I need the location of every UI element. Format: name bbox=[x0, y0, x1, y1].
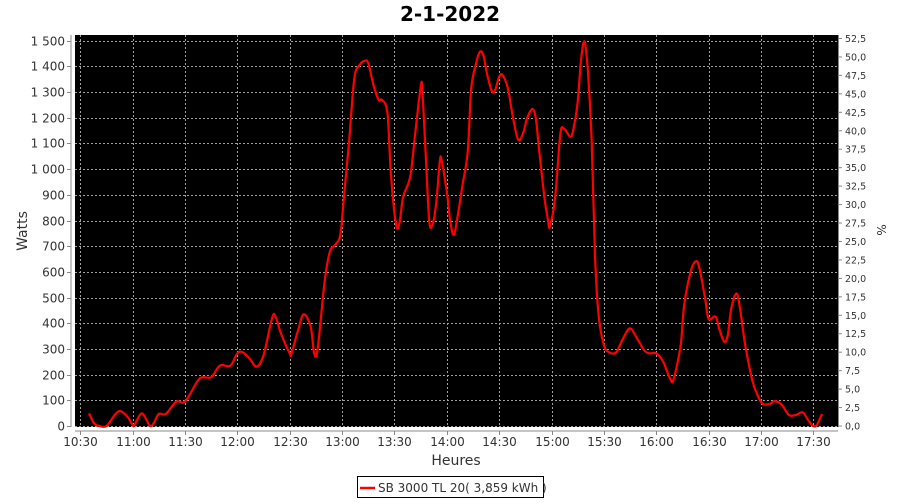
x-tick-label: 13:00 bbox=[325, 435, 360, 449]
y2-tick-label: 17,5 bbox=[845, 292, 866, 303]
legend-box bbox=[357, 476, 544, 498]
y-tick-label: 1 500 bbox=[31, 35, 65, 49]
y2-axis-label: % bbox=[874, 224, 888, 235]
y-tick-label: 1 300 bbox=[31, 86, 65, 100]
y-tick-label: 300 bbox=[42, 343, 65, 357]
y2-tick-label: 22,5 bbox=[845, 255, 866, 266]
x-tick-label: 11:00 bbox=[116, 435, 151, 449]
y-tick-label: 100 bbox=[42, 394, 65, 408]
chart-title: 2-1-2022 bbox=[400, 2, 500, 26]
y2-tick-label: 32,5 bbox=[845, 182, 866, 193]
legend-label: SB 3000 TL 20( 3,859 kWh ) bbox=[378, 481, 547, 495]
y-tick-label: 1 200 bbox=[31, 112, 65, 126]
y2-tick-label: 45,0 bbox=[845, 89, 866, 100]
y2-tick-label: 27,5 bbox=[845, 219, 866, 230]
y-tick-label: 500 bbox=[42, 292, 65, 306]
y2-tick-label: 52,5 bbox=[845, 34, 866, 45]
plot-area bbox=[75, 35, 838, 427]
x-tick-label: 10:30 bbox=[63, 435, 98, 449]
x-tick-label: 12:30 bbox=[273, 435, 308, 449]
y-tick-label: 800 bbox=[42, 215, 65, 229]
y2-tick-label: 50,0 bbox=[845, 52, 866, 63]
x-axis-ticks: 10:30 11:00 11:30 12:00 12:30 13:00 13:30 14:00… bbox=[63, 431, 831, 449]
x-tick-label: 14:30 bbox=[482, 435, 517, 449]
y2-tick-label: 5,0 bbox=[845, 385, 860, 396]
x-tick-label: 17:00 bbox=[744, 435, 779, 449]
y2-axis-ticks: 0,0 2,5 5,0 7,5 10,0 12,5 15,0 17,5 20,0 22,5 25,0… bbox=[838, 34, 866, 433]
y-tick-label: 1 400 bbox=[31, 60, 65, 74]
y-tick-label: 900 bbox=[42, 189, 65, 203]
y2-tick-label: 47,5 bbox=[845, 71, 866, 82]
y-axis-label: Watts bbox=[15, 211, 31, 251]
legend: SB 3000 TL 20( 3,859 kWh ) bbox=[357, 476, 547, 498]
x-tick-label: 13:30 bbox=[377, 435, 412, 449]
y2-tick-label: 37,5 bbox=[845, 145, 866, 156]
grid bbox=[75, 35, 838, 427]
y2-tick-label: 40,0 bbox=[845, 126, 866, 137]
x-tick-label: 17:30 bbox=[796, 435, 831, 449]
x-tick-label: 16:00 bbox=[639, 435, 674, 449]
y2-tick-label: 42,5 bbox=[845, 108, 866, 119]
y-tick-label: 200 bbox=[42, 369, 65, 383]
y2-tick-label: 10,0 bbox=[845, 348, 866, 359]
y-tick-label: 400 bbox=[42, 317, 65, 331]
x-axis-label: Heures bbox=[431, 453, 480, 469]
x-tick-label: 16:30 bbox=[692, 435, 727, 449]
y2-tick-label: 30,0 bbox=[845, 200, 866, 211]
y2-tick-label: 15,0 bbox=[845, 311, 866, 322]
y-tick-label: 600 bbox=[42, 266, 65, 280]
y2-tick-label: 35,0 bbox=[845, 163, 866, 174]
y-axis-ticks: 0 100 200 300 400 500 600 700 800 900 1 000 1 100 1 … bbox=[31, 35, 71, 434]
y2-tick-label: 25,0 bbox=[845, 237, 866, 248]
y2-tick-label: 7,5 bbox=[845, 366, 860, 377]
y-tick-label: 1 000 bbox=[31, 163, 65, 177]
y2-tick-label: 2,5 bbox=[845, 403, 860, 414]
y2-tick-label: 12,5 bbox=[845, 329, 866, 340]
x-tick-label: 11:30 bbox=[168, 435, 203, 449]
y-tick-label: 0 bbox=[57, 420, 65, 434]
y2-tick-label: 0,0 bbox=[845, 422, 860, 433]
series-line-sb3000 bbox=[88, 40, 824, 429]
y-tick-label: 700 bbox=[42, 240, 65, 254]
x-tick-label: 12:00 bbox=[220, 435, 255, 449]
y2-tick-label: 20,0 bbox=[845, 274, 866, 285]
x-tick-label: 14:00 bbox=[430, 435, 465, 449]
x-tick-label: 15:30 bbox=[587, 435, 622, 449]
y-tick-label: 1 100 bbox=[31, 137, 65, 151]
x-tick-label: 15:00 bbox=[535, 435, 570, 449]
